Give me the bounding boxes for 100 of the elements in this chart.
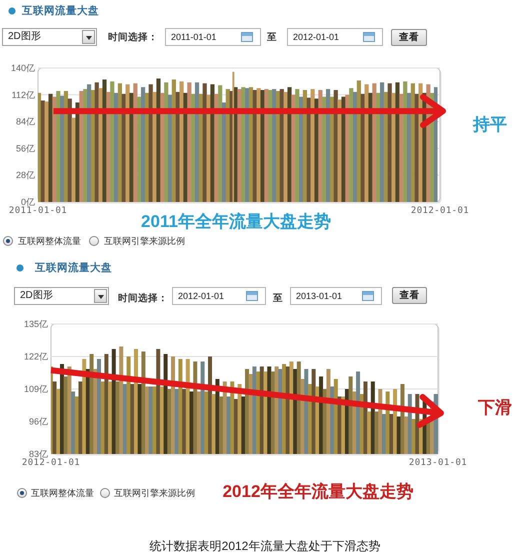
bar — [245, 88, 250, 202]
bar — [68, 98, 72, 202]
bar — [72, 118, 76, 202]
bar — [241, 87, 246, 202]
bar — [164, 82, 168, 202]
bar — [152, 92, 157, 202]
bar — [341, 96, 346, 202]
text: 2011年全年流量大盘走势 — [141, 211, 331, 233]
date-input: 2012-01-01 — [287, 28, 383, 46]
bar — [314, 98, 319, 202]
bar — [102, 79, 107, 202]
bar — [260, 90, 265, 202]
bar — [140, 87, 146, 202]
bar — [388, 83, 392, 202]
bar — [206, 94, 211, 202]
select: 2D图形 — [14, 287, 109, 305]
x-tick-label: 2012-01-01 — [410, 206, 470, 216]
button: 查看 — [391, 29, 427, 46]
bar — [276, 90, 280, 202]
bar — [310, 89, 315, 202]
bar — [234, 87, 238, 202]
date-input: 2011-01-01 — [165, 28, 261, 46]
text: 统计数据表明2012年流量大盘处于下滑态势 — [150, 538, 380, 554]
bar — [156, 78, 161, 202]
text: 时间选择： — [118, 292, 168, 304]
bar — [122, 94, 126, 202]
y-tick-label: 0亿 — [20, 197, 35, 207]
bar — [295, 89, 300, 202]
text: 2012年全年流量大盘走势 — [222, 481, 414, 503]
legend-label: 下滑 — [477, 398, 512, 418]
bar — [98, 88, 103, 202]
bar — [180, 81, 184, 202]
bar — [334, 90, 338, 202]
text: 互联网引擎来源比例 — [114, 486, 195, 500]
bar — [194, 82, 200, 202]
bar — [284, 92, 288, 202]
y-tick-label: 122亿 — [24, 352, 48, 362]
bar — [399, 94, 404, 202]
button: 查看 — [392, 287, 427, 304]
bar — [376, 92, 380, 202]
bar — [191, 94, 196, 202]
bar — [406, 92, 412, 202]
bar — [230, 90, 233, 202]
bar — [44, 102, 49, 202]
bar — [287, 87, 292, 202]
chart-title: 互联网流量大盘 — [35, 260, 112, 276]
series-label: 持平 — [472, 115, 507, 136]
x-tick-label: 2013-01-01 — [408, 458, 468, 468]
bar — [222, 102, 226, 202]
bar — [326, 89, 330, 202]
x-tick-label: 2012-01-01 — [22, 458, 80, 468]
text: 互联网整体流量 — [31, 486, 94, 500]
text: 互联网引擎来源比例 — [104, 234, 185, 248]
bar — [322, 96, 326, 202]
bar — [364, 84, 369, 202]
text: 时间选择： — [108, 30, 158, 44]
bar — [87, 84, 92, 202]
bar — [414, 94, 419, 202]
bar — [126, 84, 130, 202]
bar — [176, 92, 180, 202]
bar — [214, 94, 218, 202]
bar — [338, 100, 342, 202]
bar — [60, 96, 64, 202]
bar — [187, 82, 192, 202]
bar — [129, 92, 134, 202]
y-tick-label: 56亿 — [16, 143, 35, 154]
bar — [299, 96, 304, 202]
text: 至 — [267, 30, 277, 44]
bar — [392, 92, 396, 202]
bar — [218, 85, 222, 202]
date-input: 2013-01-01 — [290, 287, 382, 305]
text: 至 — [273, 292, 283, 304]
bar — [56, 90, 60, 202]
bar — [75, 102, 80, 202]
bar — [110, 81, 114, 202]
bar — [349, 88, 354, 202]
chart-title: 互联网流量大盘 — [22, 4, 99, 18]
bar — [272, 89, 276, 202]
text: 互联网整体流量 — [18, 234, 81, 248]
bar — [168, 94, 172, 202]
y-tick-label: 83亿 — [28, 449, 48, 459]
y-tick-label: 135亿 — [24, 319, 48, 329]
bar — [114, 92, 118, 202]
bar — [256, 88, 261, 202]
bar — [48, 94, 53, 202]
bar — [352, 92, 358, 202]
bar — [94, 82, 99, 202]
date-input: 2012-01-01 — [172, 287, 266, 305]
bar — [403, 81, 408, 202]
y-tick-label: 28亿 — [16, 170, 35, 180]
y-tick-label: 84亿 — [16, 116, 35, 127]
bar — [360, 94, 365, 202]
y-tick-label: 109亿 — [24, 384, 48, 394]
bar — [306, 98, 311, 202]
bar — [268, 90, 272, 202]
bar — [137, 96, 142, 202]
bar — [248, 87, 254, 202]
bar — [202, 83, 207, 202]
bar — [368, 92, 373, 202]
bar — [148, 84, 153, 202]
